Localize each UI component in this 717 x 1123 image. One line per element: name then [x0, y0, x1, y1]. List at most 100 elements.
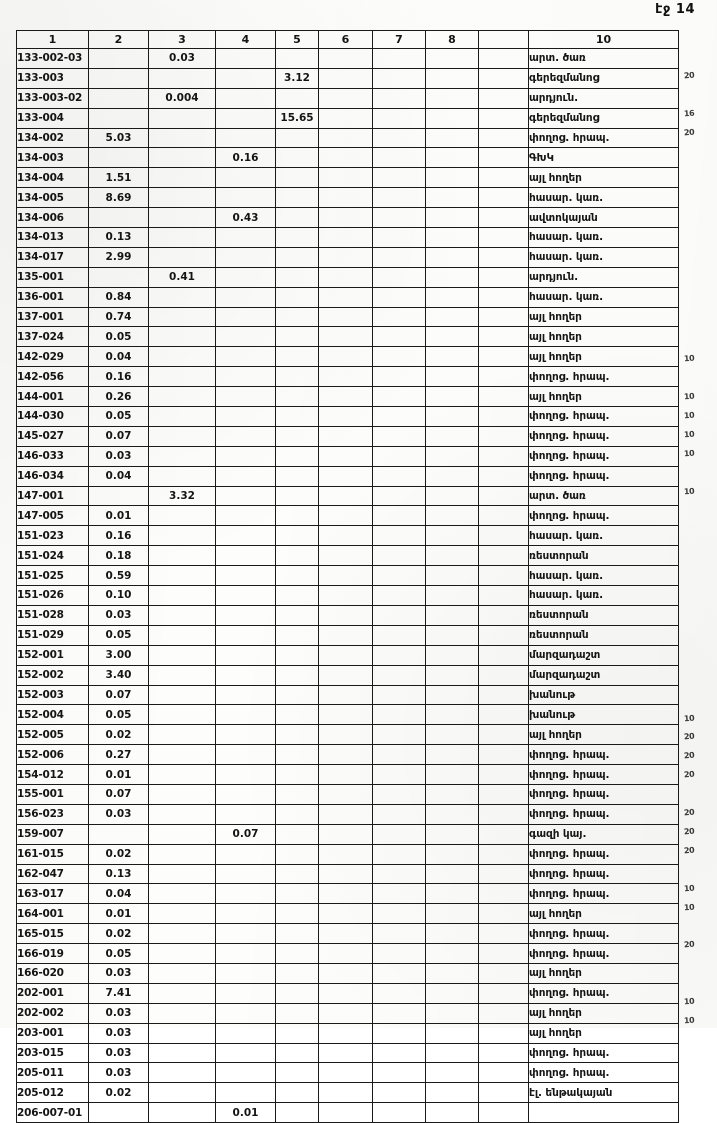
value-cell-col8: [425, 863, 479, 885]
value-cell-col2: [88, 107, 149, 129]
value-cell-col3: [148, 107, 216, 129]
land-use-description-cell: փողոց. հրապ.: [528, 127, 679, 149]
value-cell-col6: [318, 67, 373, 89]
value-cell-col9: [478, 246, 529, 268]
table-row: 151-024 0.18 ռեստորան: [16, 545, 679, 567]
value-cell-col2: 0.01: [88, 505, 149, 527]
land-use-description-cell: փողոց. հրապ.: [528, 863, 679, 885]
value-cell-col5: [275, 903, 319, 925]
value-cell-col8: [425, 107, 479, 129]
value-cell-col4: [215, 585, 276, 606]
value-cell-col6: [318, 147, 373, 169]
margin-annotation: 10: [683, 486, 695, 497]
value-cell-col9: [478, 207, 529, 229]
value-cell-col5: [275, 624, 319, 646]
land-use-description-cell: հասար. կառ.: [528, 227, 679, 248]
value-cell-col4: [215, 664, 276, 686]
value-cell-col7: [372, 545, 426, 567]
value-cell-col9: [478, 127, 529, 149]
value-cell-col5: [275, 962, 319, 984]
value-cell-col2: 0.04: [88, 465, 149, 487]
value-cell-col4: 0.01: [215, 1102, 276, 1123]
land-use-description-cell: փողոց. հրապ.: [528, 744, 679, 766]
parcel-code-cell: 147-005: [16, 505, 89, 527]
table-row: 166-020 0.03 այլ հողեր: [16, 962, 679, 985]
value-cell-col2: 0.05: [88, 326, 149, 348]
land-use-description-cell: ռեստորան: [528, 624, 679, 646]
value-cell-col3: [148, 923, 216, 945]
table-row: 205-011 0.03 փողոց. հրապ.: [16, 1062, 679, 1084]
value-cell-col5: [275, 704, 319, 726]
value-cell-col7: [372, 67, 426, 89]
value-cell-col7: [372, 903, 426, 925]
value-cell-col6: [318, 1082, 373, 1104]
value-cell-col9: [478, 545, 529, 567]
value-cell-col9: [478, 425, 529, 447]
table-row: 152-003 0.07 խանութ: [16, 684, 679, 706]
value-cell-col7: [372, 306, 426, 328]
value-cell-col7: [372, 565, 426, 587]
value-cell-col2: 0.03: [88, 962, 149, 984]
value-cell-col9: [478, 664, 529, 686]
land-use-description-cell: փողոց. հրապ.: [528, 1042, 679, 1064]
table-row: 203-015 0.03 փողոց. հրապ.: [16, 1042, 679, 1064]
value-cell-col7: [372, 604, 426, 626]
value-cell-col4: [215, 724, 276, 746]
value-cell-col3: [148, 863, 216, 885]
value-cell-col2: 0.01: [88, 903, 149, 925]
value-cell-col2: 0.59: [88, 565, 149, 587]
table-row: 133-002-03 0.03 արտ. ծառ: [16, 48, 679, 70]
value-cell-col5: [275, 943, 319, 964]
value-cell-col8: [425, 823, 479, 845]
value-cell-col4: [215, 803, 276, 825]
value-cell-col4: [215, 982, 276, 1004]
value-cell-col5: [275, 803, 319, 825]
table-row: 134-005 8.69 հասար. կառ.: [16, 187, 679, 209]
value-cell-col6: [318, 386, 373, 408]
land-use-description-cell: փողոց. հրապ.: [528, 465, 679, 487]
value-cell-col9: [478, 187, 529, 209]
parcel-code-cell: 134-002: [16, 127, 89, 149]
parcel-code-cell: 152-002: [16, 664, 89, 686]
margin-annotation: 10: [683, 713, 695, 723]
value-cell-col9: [478, 1082, 529, 1104]
margin-annotation: 16: [683, 108, 695, 119]
value-cell-col6: [318, 445, 373, 467]
value-cell-col8: [425, 386, 479, 408]
parcel-code-cell: 144-030: [16, 406, 89, 428]
value-cell-col6: [318, 326, 373, 348]
value-cell-col7: [372, 207, 426, 229]
value-cell-col6: [318, 525, 373, 547]
value-cell-col8: [425, 962, 479, 984]
table-row: 202-002 0.03 այլ հողեր: [16, 1002, 679, 1024]
value-cell-col5: [275, 425, 319, 447]
margin-annotation: 10: [683, 429, 695, 440]
margin-annotation: 10: [683, 1015, 695, 1026]
table-row: 152-005 0.02 այլ հողեր: [16, 724, 679, 746]
value-cell-col3: [148, 147, 216, 169]
value-cell-col9: [478, 724, 529, 746]
value-cell-col3: [148, 704, 216, 726]
value-cell-col5: [275, 286, 319, 308]
margin-annotation: 20: [683, 769, 695, 780]
value-cell-col7: [372, 1102, 426, 1123]
value-cell-col4: [215, 1062, 276, 1084]
parcel-code-cell: 136-001: [16, 286, 89, 308]
value-cell-col8: [425, 1062, 479, 1084]
value-cell-col3: [148, 187, 216, 209]
margin-annotation: 10: [683, 996, 695, 1007]
value-cell-col4: [215, 883, 276, 905]
land-use-description-cell: հասար. կառ.: [528, 585, 679, 606]
table-row: 145-027 0.07 փողոց. հրապ.: [16, 425, 679, 447]
value-cell-col3: [148, 67, 216, 89]
value-cell-col7: [372, 624, 426, 646]
value-cell-col3: [148, 1042, 216, 1064]
margin-annotation: 20: [683, 845, 695, 856]
margin-annotation: 20: [683, 807, 695, 818]
land-use-description-cell: այլ հողեր: [528, 962, 679, 984]
margin-annotation: 10: [683, 354, 695, 364]
value-cell-col9: [478, 67, 529, 89]
value-cell-col2: 3.40: [88, 664, 149, 686]
land-use-description-cell: այլ հողեր: [528, 1022, 679, 1044]
value-cell-col6: [318, 903, 373, 925]
